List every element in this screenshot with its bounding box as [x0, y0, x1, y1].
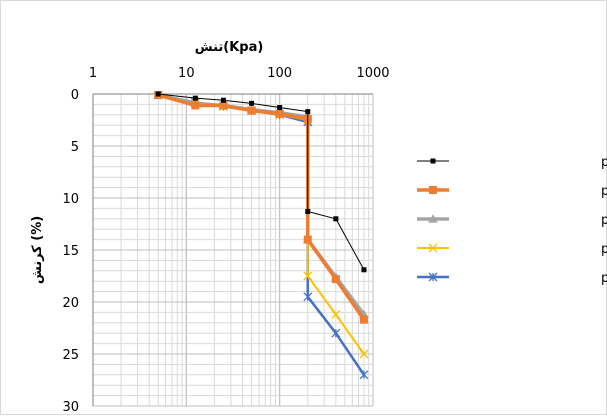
- data-point: [428, 272, 438, 282]
- data-point: [428, 214, 438, 223]
- data-point: [331, 275, 340, 284]
- data-point: [331, 310, 341, 319]
- data-point: [303, 292, 313, 302]
- series-layer: [153, 90, 369, 380]
- axis-layer: 1 10 100 1000 0 5 10 15 20 25 30: [62, 66, 389, 415]
- y-tick-label: 20: [62, 296, 79, 311]
- data-point: [303, 235, 312, 244]
- legend-entry-5[interactable]: شیرابه مصنوعی با pH=1: [417, 271, 607, 286]
- legend-layer: شیرابه مصنوعی با pH=14 شیرابه مصنوعی با p…: [417, 155, 607, 286]
- grid-layer: [92, 93, 374, 407]
- data-point: [220, 97, 226, 103]
- data-point: [277, 105, 283, 111]
- data-point: [428, 243, 438, 253]
- series-line: [158, 94, 365, 355]
- data-point: [219, 101, 228, 110]
- data-point: [247, 106, 256, 115]
- y-tick-label: 0: [71, 88, 79, 103]
- x-tick-label: 100: [267, 66, 292, 81]
- legend-label: شیرابه مصنوعی با pH=11: [601, 184, 607, 199]
- y-tick-label: 25: [62, 348, 79, 363]
- data-point: [192, 95, 198, 101]
- data-point: [275, 109, 284, 118]
- data-point: [191, 101, 200, 110]
- legend-label: شیرابه مصنوعی با pH=4: [601, 242, 607, 257]
- legend-label: شیرابه مصنوعی با pH=14: [601, 155, 607, 170]
- x-tick-label: 1000: [356, 66, 389, 81]
- y-tick-label: 30: [62, 400, 79, 415]
- series-line: [157, 93, 366, 321]
- data-point: [359, 370, 369, 380]
- legend-entry-3[interactable]: آب مقطر با pH=7: [417, 211, 607, 228]
- series-line: [158, 93, 365, 271]
- data-point: [359, 315, 368, 324]
- data-point: [429, 186, 437, 194]
- legend-entry-2[interactable]: شیرابه مصنوعی با pH=11: [417, 184, 607, 199]
- y-axis-title: کرنش (%): [30, 216, 45, 284]
- x-tick-label: 10: [178, 66, 195, 81]
- x-tick-label: 1: [89, 66, 97, 81]
- data-point: [359, 349, 369, 359]
- legend-entry-1[interactable]: شیرابه مصنوعی با pH=14: [417, 155, 607, 170]
- data-point: [430, 158, 436, 164]
- data-point: [333, 216, 339, 222]
- series-3: [153, 90, 369, 319]
- data-point: [303, 271, 313, 281]
- legend-label: شیرابه مصنوعی با pH=1: [601, 271, 607, 286]
- series-1: [155, 91, 367, 273]
- data-point: [155, 91, 161, 97]
- data-point: [331, 328, 341, 338]
- y-tick-label: 10: [62, 192, 79, 207]
- data-point: [249, 100, 255, 106]
- x-axis-title: تنش(Kpa): [195, 40, 264, 55]
- legend-label: آب مقطر با pH=7: [601, 211, 607, 228]
- data-point: [305, 209, 311, 215]
- data-point: [361, 267, 367, 273]
- data-point: [305, 109, 311, 115]
- y-tick-label: 5: [71, 140, 79, 155]
- legend-entry-4[interactable]: شیرابه مصنوعی با pH=4: [417, 242, 607, 257]
- y-tick-label: 15: [62, 244, 79, 259]
